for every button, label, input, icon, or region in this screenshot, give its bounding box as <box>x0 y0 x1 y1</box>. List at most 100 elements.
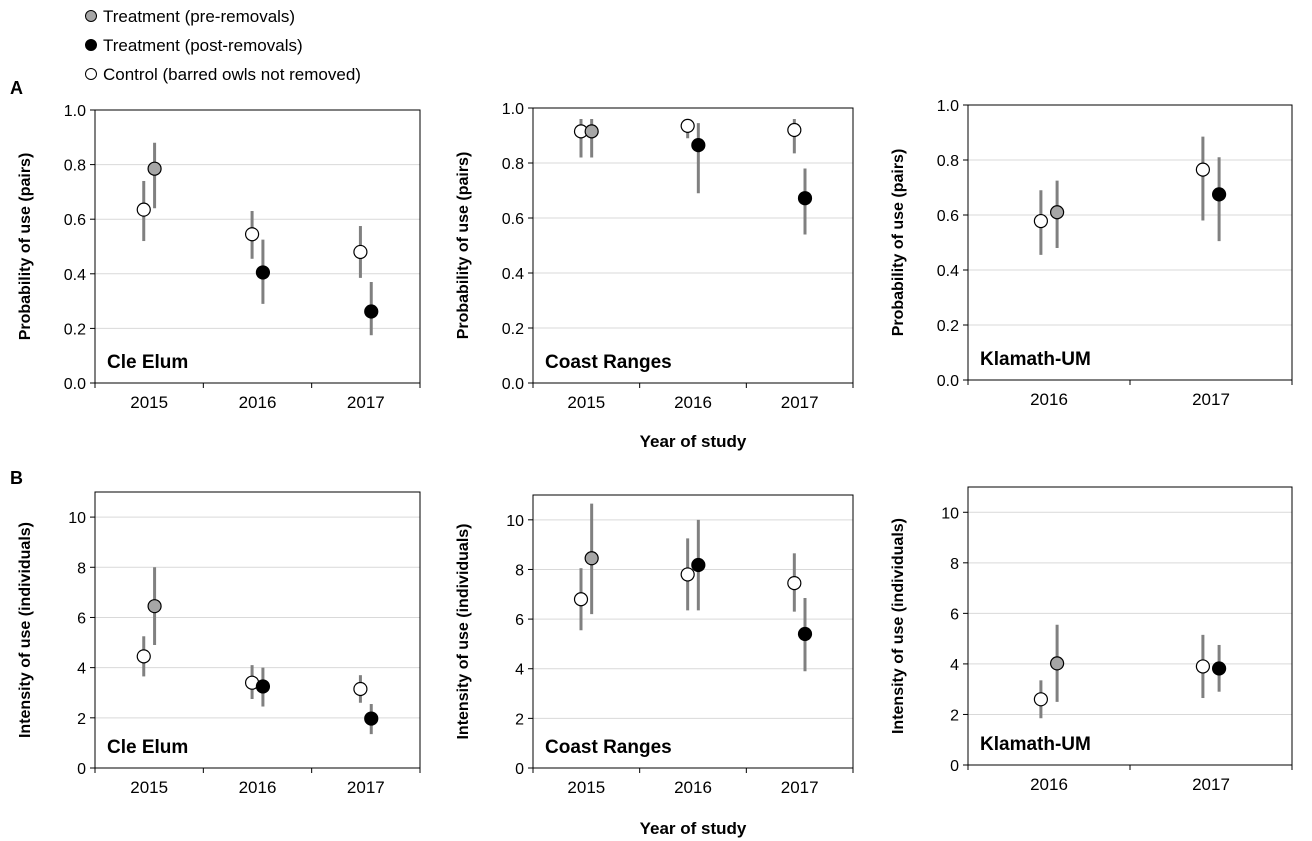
x-tick-label: 2017 <box>347 393 385 412</box>
plot-frame <box>94 109 421 384</box>
y-tick-label: 0 <box>515 761 524 778</box>
y-tick-label: 0.6 <box>64 212 86 229</box>
y-tick-label: 0 <box>950 758 959 775</box>
point-control-barred-owls-not-removed <box>573 592 589 607</box>
legend-label-pre-removals: Treatment (pre-removals) <box>103 7 295 26</box>
y-tick-label: 0.8 <box>502 156 524 173</box>
y-tick-label: 1.0 <box>64 103 86 120</box>
site-label: Klamath-UM <box>980 734 1091 755</box>
x-tick-label: 2015 <box>130 393 168 412</box>
legend-label-control: Control (barred owls not removed) <box>103 65 361 84</box>
legend-label-post-removals: Treatment (post-removals) <box>103 36 303 55</box>
panel-a-cle-elum: 0.0 0.2 0.4 0.6 0.8 1.0 2015 2016 2017 Probabilit… <box>17 103 421 412</box>
y-tick-label: 0.2 <box>64 321 86 338</box>
panel-b-coast-ranges: 0 2 4 6 8 10 2015 2016 2017 Intensity of use (ind… <box>455 494 854 797</box>
panels: 0.0 0.2 0.4 0.6 0.8 1.0 2015 2016 2017 Probabilit… <box>17 98 1293 797</box>
y-tick-label: 0.6 <box>937 208 959 225</box>
x-tick-label: 2016 <box>1030 775 1068 794</box>
y-tick-label: 8 <box>950 556 959 573</box>
y-tick-label: 0.4 <box>937 263 959 280</box>
x-tick-label: 2015 <box>567 393 605 412</box>
x-tick-label: 2016 <box>674 778 712 797</box>
x-tick-label: 2017 <box>1192 775 1230 794</box>
point-control-barred-owls-not-removed <box>680 118 695 133</box>
point-control-barred-owls-not-removed <box>1195 659 1211 674</box>
point-control-barred-owls-not-removed <box>1033 692 1049 707</box>
x-tick-label: 2016 <box>674 393 712 412</box>
point-treatment-post-removals <box>1211 187 1227 202</box>
y-tick-label: 4 <box>77 661 86 678</box>
site-label: Cle Elum <box>107 352 188 373</box>
panel-b-cle-elum: 0 2 4 6 8 10 2015 2016 2017 Intensity of use (ind… <box>17 491 421 797</box>
y-axis-title: Probability of use (pairs) <box>455 152 472 340</box>
x-tick-label: 2015 <box>130 778 168 797</box>
y-tick-label: 0.6 <box>502 211 524 228</box>
point-treatment-post-removals <box>255 679 271 694</box>
point-control-barred-owls-not-removed <box>1033 213 1049 229</box>
point-control-barred-owls-not-removed <box>136 649 151 664</box>
site-label: Klamath-UM <box>980 349 1091 370</box>
legend-marker-control <box>85 68 97 80</box>
point-treatment-post-removals <box>691 557 706 573</box>
y-tick-label: 10 <box>506 513 524 530</box>
x-tick-label: 2017 <box>347 778 385 797</box>
y-tick-label: 0.4 <box>502 266 524 283</box>
point-treatment-pre-removals <box>147 599 162 614</box>
panel-b-klamath-um: 0 2 4 6 8 10 2016 2017 Intensity of use (individ… <box>890 486 1293 794</box>
y-tick-label: 6 <box>77 610 86 627</box>
plot-frame <box>94 491 421 769</box>
y-tick-label: 0.2 <box>502 321 524 338</box>
y-tick-label: 2 <box>950 707 959 724</box>
point-control-barred-owls-not-removed <box>787 576 802 591</box>
point-treatment-pre-removals <box>1049 656 1065 671</box>
x-tick-label: 2016 <box>1030 390 1068 409</box>
y-tick-label: 0.0 <box>937 373 959 390</box>
legend-marker-pre-removals <box>85 10 97 22</box>
point-treatment-post-removals <box>255 265 271 280</box>
x-tick-label: 2017 <box>781 393 819 412</box>
y-tick-label: 4 <box>950 657 959 674</box>
y-tick-label: 0.0 <box>502 376 524 393</box>
y-axis-title: Intensity of use (individuals) <box>455 523 472 739</box>
site-label: Coast Ranges <box>545 352 672 373</box>
y-tick-label: 0.2 <box>937 318 959 335</box>
y-tick-label: 0 <box>77 761 86 778</box>
y-tick-label: 4 <box>515 662 524 679</box>
x-axis-title-row-a: Year of study <box>640 432 747 451</box>
y-tick-label: 0.4 <box>64 267 86 284</box>
y-axis-title: Intensity of use (individuals) <box>17 522 34 738</box>
y-tick-label: 8 <box>515 562 524 579</box>
y-tick-label: 2 <box>515 711 524 728</box>
site-label: Coast Ranges <box>545 737 672 758</box>
point-control-barred-owls-not-removed <box>680 567 695 582</box>
y-tick-label: 0.0 <box>64 376 86 393</box>
point-treatment-pre-removals <box>584 124 599 139</box>
point-treatment-pre-removals <box>1049 205 1065 220</box>
point-treatment-post-removals <box>797 626 813 642</box>
legend-marker-post-removals <box>85 39 97 51</box>
point-treatment-post-removals <box>691 138 706 153</box>
y-axis-title: Probability of use (pairs) <box>890 149 907 337</box>
point-control-barred-owls-not-removed <box>353 244 368 260</box>
x-tick-label: 2017 <box>781 778 819 797</box>
site-label: Cle Elum <box>107 737 188 758</box>
x-tick-label: 2016 <box>239 393 277 412</box>
point-treatment-post-removals <box>364 304 379 319</box>
panel-a-klamath-um: 0.0 0.2 0.4 0.6 0.8 1.0 2016 2017 Probability of… <box>890 98 1293 409</box>
point-control-barred-owls-not-removed <box>787 122 802 138</box>
y-tick-label: 10 <box>68 510 86 527</box>
y-tick-label: 6 <box>515 612 524 629</box>
x-tick-label: 2017 <box>1192 390 1230 409</box>
point-control-barred-owls-not-removed <box>136 202 151 217</box>
panel-a-coast-ranges: 0.0 0.2 0.4 0.6 0.8 1.0 2015 2016 2017 Probabilit… <box>455 101 854 412</box>
plot-frame <box>967 104 1293 381</box>
plot-frame <box>967 486 1293 766</box>
y-tick-label: 1.0 <box>502 101 524 118</box>
legend: Treatment (pre-removals) Treatment (post… <box>85 7 361 84</box>
y-tick-label: 2 <box>77 711 86 728</box>
row-label-a: A <box>10 78 23 98</box>
y-tick-label: 8 <box>77 560 86 577</box>
x-tick-label: 2015 <box>567 778 605 797</box>
point-control-barred-owls-not-removed <box>353 681 368 697</box>
